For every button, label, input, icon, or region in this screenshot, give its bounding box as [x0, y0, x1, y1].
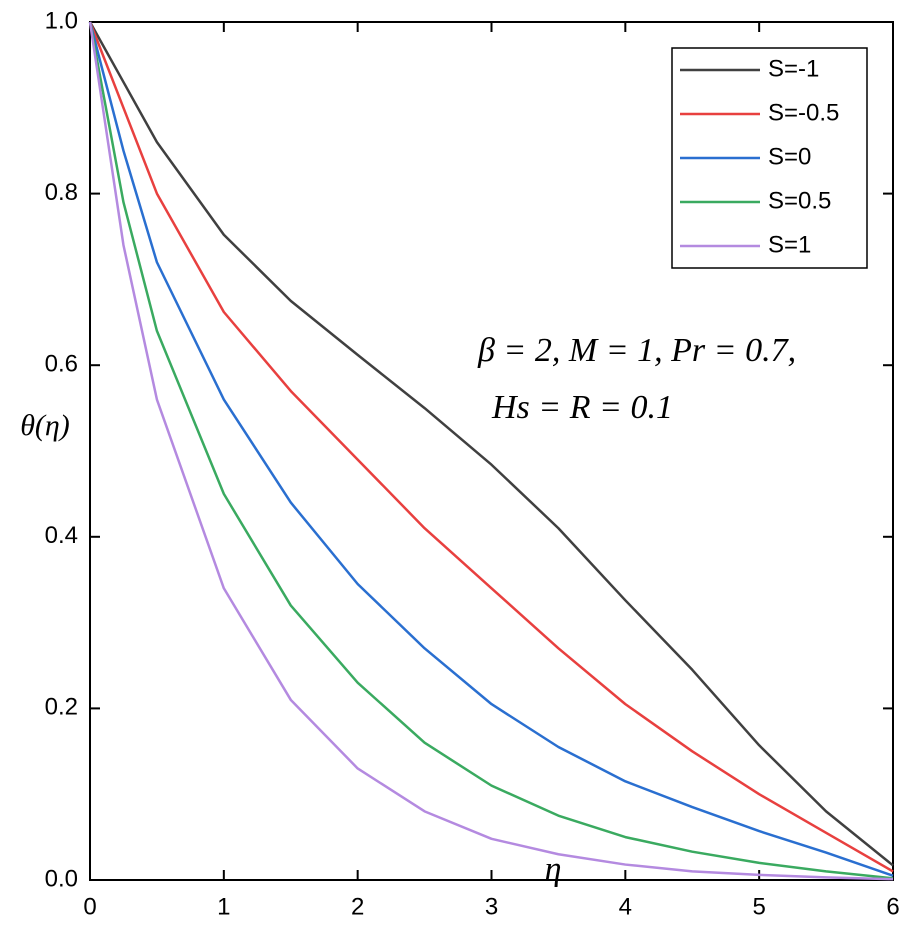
annotation: β = 2, M = 1, Pr = 0.7,	[477, 332, 796, 369]
x-tick-label: 2	[351, 893, 364, 920]
y-tick-label: 0.2	[45, 694, 78, 721]
y-tick-label: 0.4	[45, 522, 78, 549]
x-tick-label: 3	[485, 893, 498, 920]
y-axis-label: θ(η)	[20, 409, 70, 442]
legend-label: S=-1	[768, 55, 819, 82]
series-line	[88, 21, 894, 873]
legend-label: S=0.5	[768, 187, 831, 214]
annotation: Hs = R = 0.1	[491, 389, 673, 426]
x-tick-label: 1	[217, 893, 230, 920]
x-tick-label: 0	[83, 893, 96, 920]
y-tick-label: 1.0	[45, 7, 78, 34]
legend-label: S=0	[768, 143, 811, 170]
x-tick-label: 4	[619, 893, 632, 920]
y-tick-label: 0.0	[45, 865, 78, 892]
legend-label: S=1	[768, 231, 811, 258]
series-line	[88, 21, 894, 877]
series-line	[88, 21, 894, 880]
x-axis-label: η	[545, 851, 562, 888]
y-tick-label: 0.6	[45, 351, 78, 378]
x-tick-label: 5	[752, 893, 765, 920]
series-line	[88, 21, 894, 867]
legend-label: S=-0.5	[768, 99, 839, 126]
x-tick-label: 6	[886, 893, 899, 920]
y-tick-label: 0.8	[45, 179, 78, 206]
series-line	[88, 21, 894, 881]
